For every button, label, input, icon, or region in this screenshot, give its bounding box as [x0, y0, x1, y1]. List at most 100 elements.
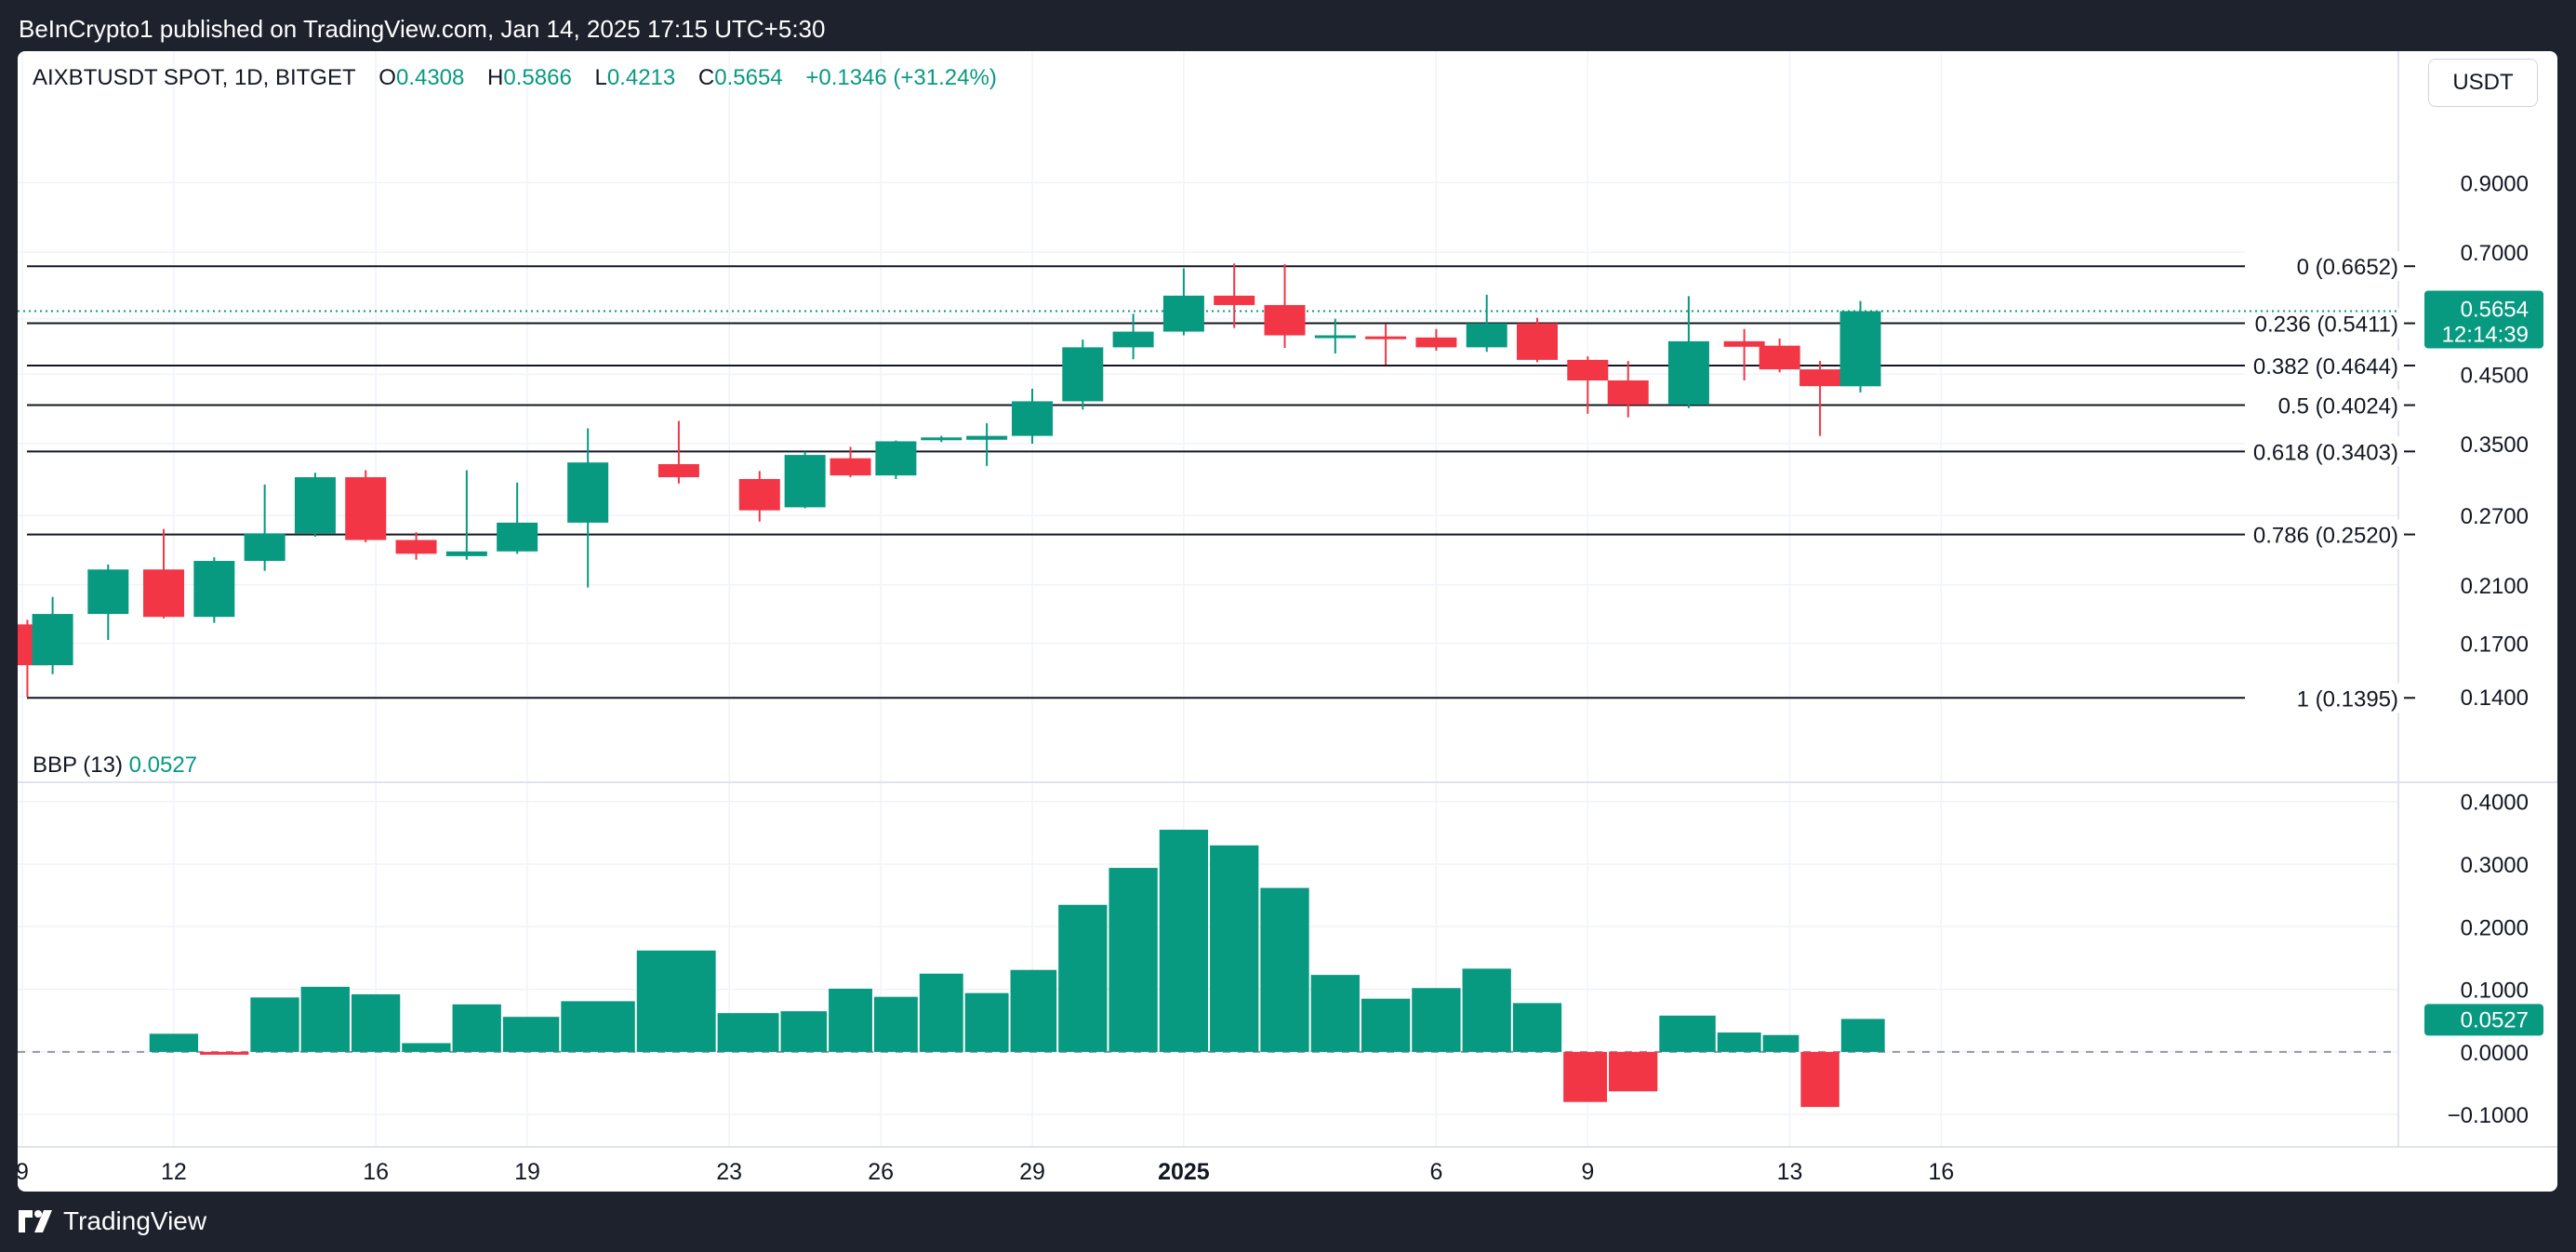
- time-axis-label: 29: [1019, 1159, 1045, 1185]
- bbp-bar: [402, 1043, 451, 1052]
- bbp-bar: [1109, 868, 1158, 1052]
- bbp-bar: [919, 973, 963, 1052]
- candle-body: [1723, 340, 1765, 347]
- fib-label-bg: [2245, 519, 2422, 550]
- candle-body: [1799, 369, 1841, 387]
- price-axis-label: 0.1400: [2461, 686, 2529, 711]
- candle-body: [445, 551, 487, 556]
- fib-label-bg: [2245, 251, 2422, 282]
- candle-body: [1667, 340, 1709, 406]
- tradingview-logo-icon: [19, 1210, 52, 1232]
- time-axis-label: 16: [363, 1159, 389, 1185]
- price-axis-label: 0.1700: [2461, 633, 2529, 658]
- bbp-bar: [1210, 845, 1259, 1052]
- bbp-bar: [829, 988, 872, 1052]
- candle-body: [921, 437, 963, 441]
- price-axis-label: 0.3500: [2461, 433, 2529, 458]
- bbp-bar: [1717, 1032, 1761, 1052]
- bbp-bar: [636, 950, 716, 1052]
- fib-label-bg: [2245, 308, 2422, 339]
- bbp-bar: [1659, 1015, 1716, 1052]
- bbp-bar: [1762, 1034, 1799, 1052]
- candle-body: [1839, 311, 1881, 387]
- bbp-bar: [873, 996, 918, 1052]
- candle-body: [244, 533, 285, 562]
- bbp-bar: [1840, 1019, 1885, 1052]
- bbp-bar: [1563, 1051, 1608, 1102]
- candle-body: [1112, 331, 1154, 348]
- candle-body: [657, 464, 699, 478]
- bbp-bar: [1462, 968, 1511, 1052]
- close-label: C: [697, 65, 715, 90]
- chart-panel[interactable]: 0 (0.6652) 0.236 (0.5411) 0.382 (0.4644) 0.…: [18, 51, 2557, 1192]
- candle-body: [966, 435, 1008, 440]
- fib-level-label: 0.786 (0.2520): [2253, 524, 2398, 549]
- candle-body: [1062, 347, 1104, 402]
- indicator-value: 0.0527: [128, 753, 198, 778]
- time-axis-label: 26: [868, 1159, 894, 1185]
- candle-body: [738, 478, 780, 511]
- candle-body: [32, 614, 73, 666]
- candle-body: [87, 569, 129, 615]
- time-axis-label: 12: [161, 1159, 187, 1185]
- bbp-bar: [149, 1033, 199, 1052]
- candle-body: [1759, 345, 1800, 370]
- bbp-bar: [452, 1004, 501, 1052]
- bbp-bar: [1800, 1051, 1839, 1108]
- candle-body: [830, 458, 871, 476]
- candle-body: [1365, 336, 1407, 340]
- price-axis-label: 0.2100: [2461, 574, 2529, 599]
- candle-body: [143, 569, 185, 618]
- currency-button[interactable]: USDT: [2428, 59, 2538, 107]
- candle-body: [784, 455, 826, 508]
- candle-body: [1415, 337, 1457, 348]
- bbp-bar: [1310, 975, 1360, 1052]
- fib-level-label: 0.382 (0.4644): [2253, 354, 2398, 380]
- bbp-axis-label: −0.1000: [2448, 1103, 2529, 1128]
- bbp-bar: [1058, 904, 1108, 1052]
- bbp-bar: [200, 1051, 249, 1055]
- candle-body: [1517, 323, 1558, 360]
- bbp-bar: [1361, 998, 1411, 1052]
- countdown-label: 12:14:39: [2442, 323, 2529, 348]
- publish-line: BeInCrypto1 published on TradingView.com…: [19, 15, 826, 43]
- time-axis-label: 9: [1581, 1159, 1594, 1185]
- bbp-bar: [1512, 1003, 1562, 1052]
- candle-body: [1264, 304, 1306, 336]
- bbp-bar: [780, 1011, 828, 1052]
- footer-brand[interactable]: TradingView: [19, 1205, 206, 1237]
- bbp-bar: [561, 1001, 635, 1052]
- candle-body: [1607, 380, 1649, 406]
- change-value: +0.1346 (+31.24%): [805, 65, 997, 90]
- time-axis-label: 16: [1928, 1159, 1954, 1185]
- bbp-bar: [351, 993, 401, 1052]
- price-axis-label: 0.9000: [2461, 171, 2529, 196]
- fib-label-bg: [2245, 683, 2422, 713]
- indicator-name[interactable]: BBP (13): [33, 753, 123, 778]
- candle-body: [345, 477, 387, 540]
- fib-level-label: 0.236 (0.5411): [2255, 313, 2398, 338]
- bbp-axis-label: 0.0000: [2461, 1041, 2529, 1066]
- high-label: H: [487, 65, 504, 90]
- high-value: 0.5866: [503, 65, 572, 90]
- bbp-bar: [1159, 830, 1209, 1052]
- fib-level-label: 0.618 (0.3403): [2253, 440, 2398, 465]
- bbp-bar: [1412, 988, 1461, 1052]
- time-axis-label: 23: [716, 1159, 742, 1185]
- fib-level-label: 0.5 (0.4024): [2278, 394, 2398, 420]
- candle-body: [1466, 323, 1507, 348]
- bbp-value-badge: [2424, 1004, 2543, 1036]
- time-axis-label: 9: [18, 1159, 29, 1185]
- chart-svg[interactable]: 0 (0.6652) 0.236 (0.5411) 0.382 (0.4644) 0.…: [18, 51, 2557, 1192]
- time-axis-label: 6: [1429, 1159, 1442, 1185]
- bbp-bar: [1260, 887, 1309, 1052]
- candle-body: [567, 462, 609, 523]
- time-axis-label: 2025: [1158, 1159, 1210, 1185]
- symbol-title[interactable]: AIXBTUSDT SPOT, 1D, BITGET: [33, 65, 356, 90]
- bbp-bar: [300, 986, 350, 1052]
- price-axis-label: 0.7000: [2461, 241, 2529, 266]
- time-axis-label: 19: [514, 1159, 540, 1185]
- bbp-axis-label: 0.3000: [2461, 853, 2529, 878]
- fib-level-label: 1 (0.1395): [2297, 686, 2398, 712]
